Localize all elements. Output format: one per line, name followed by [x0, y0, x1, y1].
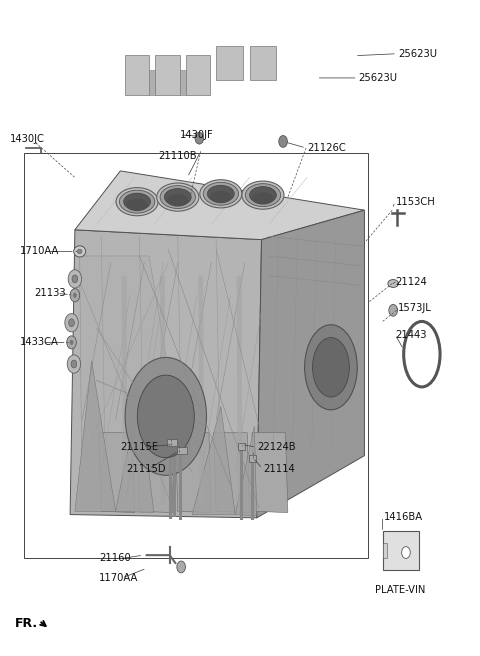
Bar — [383, 531, 419, 570]
Polygon shape — [250, 46, 276, 80]
Bar — [167, 440, 177, 446]
Ellipse shape — [116, 188, 158, 216]
Circle shape — [67, 336, 76, 349]
Polygon shape — [122, 276, 128, 504]
Polygon shape — [186, 55, 210, 95]
Ellipse shape — [125, 358, 206, 476]
Ellipse shape — [74, 246, 85, 257]
Ellipse shape — [250, 186, 276, 203]
Circle shape — [402, 546, 410, 558]
Text: 21124: 21124 — [396, 277, 427, 287]
Ellipse shape — [210, 191, 232, 203]
Text: 1170AA: 1170AA — [99, 573, 138, 583]
Circle shape — [389, 304, 397, 316]
Circle shape — [70, 340, 73, 345]
Polygon shape — [257, 210, 364, 518]
Polygon shape — [75, 361, 116, 511]
Ellipse shape — [137, 375, 194, 458]
Text: 21114: 21114 — [263, 464, 295, 474]
Ellipse shape — [312, 337, 349, 397]
Ellipse shape — [164, 188, 191, 205]
Text: 1710AA: 1710AA — [20, 247, 59, 256]
Text: 25623U: 25623U — [398, 49, 437, 59]
Text: PLATE-VIN: PLATE-VIN — [375, 585, 425, 595]
Text: 21115E: 21115E — [120, 442, 158, 452]
Bar — [238, 443, 245, 450]
Text: 1433CA: 1433CA — [20, 337, 59, 348]
Ellipse shape — [77, 249, 82, 254]
Ellipse shape — [252, 192, 274, 205]
Text: 21160: 21160 — [99, 554, 131, 564]
Polygon shape — [137, 433, 173, 512]
Polygon shape — [116, 394, 154, 512]
Circle shape — [65, 314, 78, 332]
Polygon shape — [198, 276, 204, 504]
Polygon shape — [192, 407, 235, 514]
Text: 22124B: 22124B — [257, 442, 295, 452]
Text: 21133: 21133 — [34, 288, 66, 298]
Polygon shape — [80, 256, 192, 511]
Text: 1573JL: 1573JL — [398, 303, 432, 314]
Polygon shape — [175, 433, 211, 512]
Circle shape — [69, 319, 74, 327]
Bar — [177, 447, 187, 454]
Ellipse shape — [157, 183, 199, 211]
Bar — [383, 543, 387, 558]
Text: 1153CH: 1153CH — [396, 197, 435, 207]
Ellipse shape — [207, 185, 234, 202]
Polygon shape — [160, 276, 166, 504]
Polygon shape — [125, 55, 149, 95]
Circle shape — [73, 293, 77, 298]
Circle shape — [279, 136, 288, 148]
Text: 1416BA: 1416BA — [384, 512, 423, 522]
Circle shape — [195, 133, 204, 144]
Ellipse shape — [124, 193, 151, 210]
Bar — [24, 153, 368, 558]
Text: 21115D: 21115D — [127, 464, 166, 474]
Circle shape — [70, 289, 80, 302]
Polygon shape — [237, 276, 242, 504]
Polygon shape — [252, 433, 288, 512]
Circle shape — [177, 561, 185, 573]
Polygon shape — [75, 171, 364, 239]
Text: 21110B: 21110B — [158, 152, 197, 161]
Ellipse shape — [160, 186, 195, 209]
Ellipse shape — [388, 279, 398, 287]
Text: 1430JF: 1430JF — [180, 130, 214, 140]
Polygon shape — [99, 433, 135, 512]
Polygon shape — [180, 70, 186, 95]
Polygon shape — [216, 46, 243, 80]
Text: 1430JC: 1430JC — [10, 134, 45, 144]
Circle shape — [71, 360, 77, 368]
Polygon shape — [235, 426, 257, 516]
Text: 25623U: 25623U — [359, 73, 398, 83]
Ellipse shape — [167, 194, 189, 207]
Circle shape — [72, 275, 78, 283]
Text: 21126C: 21126C — [307, 143, 346, 153]
Text: 21443: 21443 — [396, 329, 427, 340]
Ellipse shape — [305, 325, 357, 410]
Ellipse shape — [245, 184, 281, 207]
Ellipse shape — [203, 182, 239, 205]
Polygon shape — [149, 70, 156, 95]
Polygon shape — [70, 230, 262, 518]
Bar — [249, 455, 256, 462]
Circle shape — [68, 270, 82, 288]
Polygon shape — [214, 433, 250, 512]
Circle shape — [67, 355, 81, 373]
Text: FR.: FR. — [15, 617, 38, 630]
Ellipse shape — [120, 190, 155, 213]
Polygon shape — [156, 55, 180, 95]
Ellipse shape — [126, 199, 148, 211]
Ellipse shape — [242, 181, 284, 209]
Ellipse shape — [200, 180, 242, 208]
